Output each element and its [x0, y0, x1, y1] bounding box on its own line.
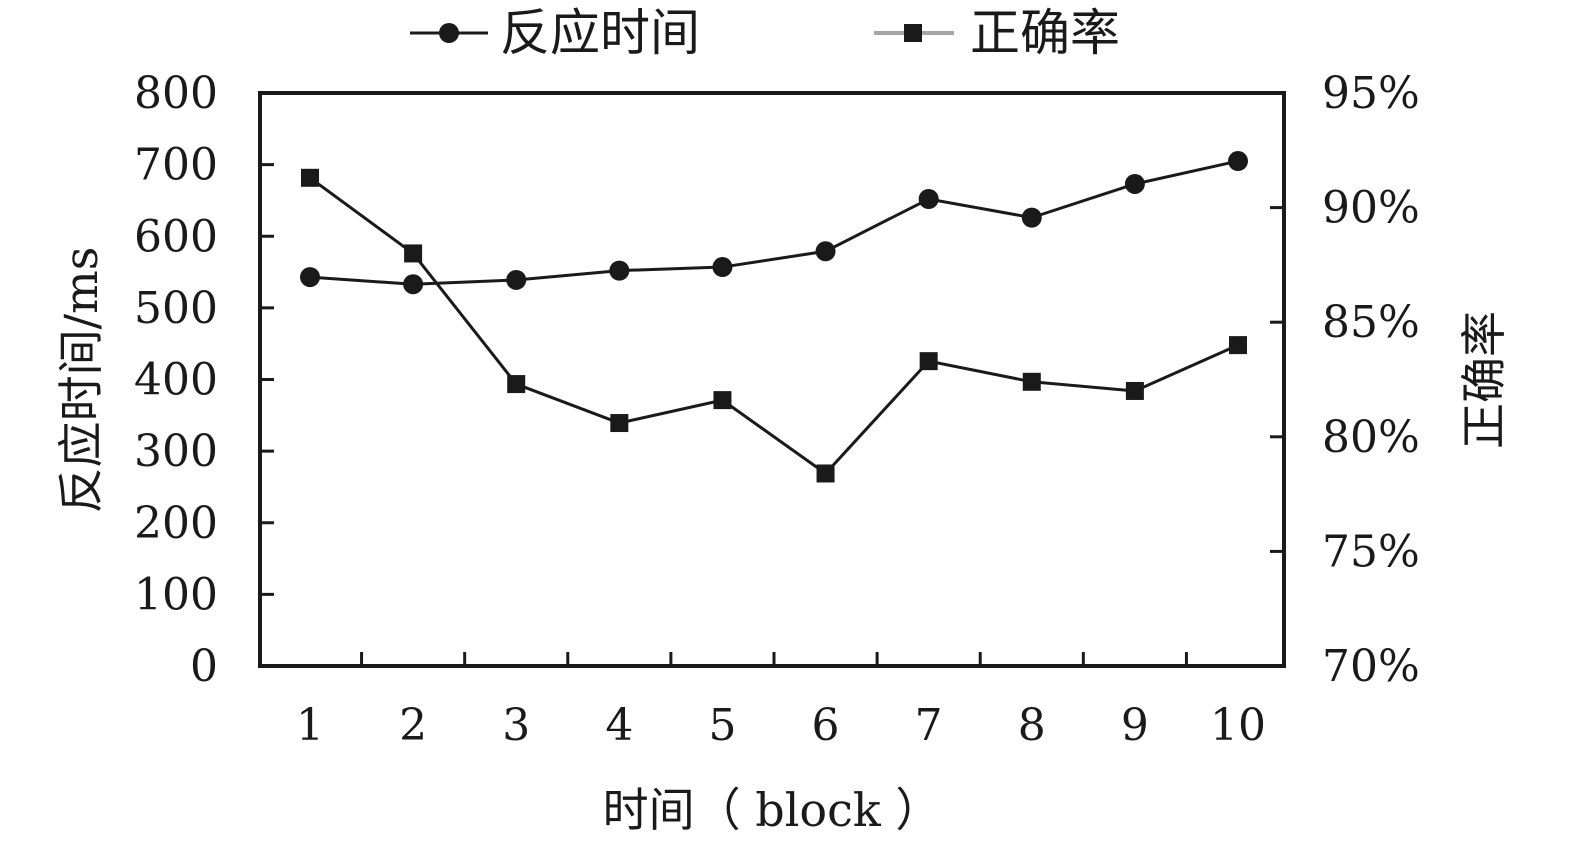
x-axis-tick-label: 4: [605, 700, 633, 751]
left-axis-tick-label: 800: [134, 68, 218, 119]
series-layer: [300, 151, 1248, 483]
series-line-1: [309, 159, 1239, 286]
x-axis-tick-label: 9: [1121, 700, 1149, 751]
series-2-point: [1022, 372, 1041, 391]
series-1-point: [506, 269, 527, 290]
series-1-point: [1124, 173, 1145, 194]
left-axis-tick-label: 500: [134, 283, 218, 334]
legend-label-1: 反应时间: [500, 4, 700, 62]
left-axis-tick-label: 200: [134, 498, 218, 549]
right-axis-tick-label: 95%: [1322, 68, 1420, 119]
right-axis-tick-label: 75%: [1322, 526, 1420, 577]
right-axis-tick-label: 80%: [1322, 412, 1420, 463]
series-2-point: [919, 352, 938, 371]
right-axis-tick-label: 70%: [1322, 641, 1420, 692]
x-axis-tick-label: 5: [708, 700, 736, 751]
series-1-point: [300, 267, 320, 288]
series-2-point: [610, 414, 629, 433]
x-axis-tick-label: 6: [812, 700, 840, 751]
left-axis-tick-label: 300: [134, 426, 218, 477]
right-axis-tick-label: 85%: [1322, 297, 1420, 348]
series-2-point: [713, 391, 732, 410]
legend: 反应时间 正确率: [410, 4, 1120, 62]
series-2-point: [816, 464, 835, 483]
left-axis-tick-label: 600: [134, 211, 218, 262]
series-1-point: [609, 260, 630, 281]
series-1-point: [712, 257, 733, 278]
series-1-point: [1228, 151, 1248, 172]
x-axis-tick-label: 10: [1210, 700, 1266, 751]
left-axis-tick-label: 100: [134, 569, 218, 620]
left-axis: 0 100 200 300 400 500 600 700 800: [134, 68, 274, 692]
x-axis-tick-label: 2: [399, 700, 427, 751]
right-axis-tick-label: 90%: [1322, 183, 1420, 234]
legend-label-2: 正确率: [970, 4, 1120, 62]
x-axis-title: 时间（ block ）: [603, 783, 942, 837]
series-1-point: [403, 274, 424, 295]
series-line-2: [309, 176, 1239, 476]
x-axis-tick-label: 3: [502, 700, 530, 751]
x-axis-tick-label: 7: [915, 700, 943, 751]
right-axis: 70% 75% 80% 85% 90% 95%: [1270, 68, 1420, 692]
series-2-point: [404, 244, 423, 263]
left-axis-tick-label: 0: [190, 641, 218, 692]
left-axis-title: 反应时间/ms: [54, 247, 108, 514]
series-2-point: [507, 375, 526, 394]
left-axis-tick-label: 400: [134, 355, 218, 406]
left-axis-tick-label: 700: [134, 140, 218, 191]
series-2-point: [301, 168, 319, 187]
series-1-point: [918, 189, 939, 210]
x-axis: 1 2 3 4 5 6 7 8 9 10: [296, 652, 1266, 751]
series-1-point: [815, 241, 836, 262]
series-1-point: [1021, 207, 1042, 228]
series-2-point: [1229, 336, 1247, 355]
x-axis-tick-label: 8: [1018, 700, 1046, 751]
legend-marker-1: [439, 23, 459, 43]
series-2-point: [1125, 381, 1144, 400]
x-axis-tick-label: 1: [296, 700, 324, 751]
right-axis-title: 正确率: [1457, 311, 1511, 449]
legend-marker-2: [904, 24, 922, 42]
